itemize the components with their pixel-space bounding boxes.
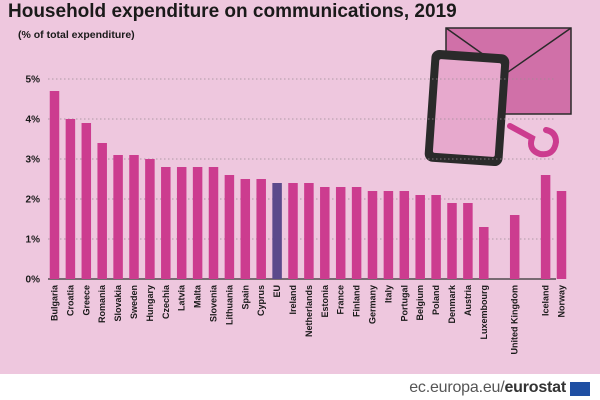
- eurostat-link[interactable]: ec.europa.eu/eurostat: [409, 379, 566, 397]
- bar-slovakia: [113, 155, 123, 279]
- x-tick-label: Cyprus: [256, 285, 266, 316]
- bar-lithuania: [224, 175, 235, 279]
- bar-bulgaria: [49, 91, 60, 279]
- bar-ireland: [288, 183, 298, 279]
- bar-denmark: [447, 203, 457, 279]
- bar-luxembourg: [479, 227, 489, 279]
- x-tick-label: Netherlands: [304, 285, 314, 337]
- y-tick-label: 2%: [26, 195, 41, 206]
- x-axis: Bulgaria Croatia Greece Romania Slovakia Swed…: [50, 284, 567, 354]
- footer: ec.europa.eu/eurostat: [0, 374, 600, 400]
- x-tick-label: Lithuania: [224, 284, 234, 325]
- bar-united-kingdom: [509, 215, 520, 279]
- x-tick-label: EU: [272, 285, 282, 298]
- x-tick-label: Luxembourg: [479, 285, 489, 340]
- x-tick-label: Spain: [240, 285, 250, 310]
- bar-greece: [81, 123, 92, 279]
- x-tick-label: Iceland: [541, 285, 551, 316]
- x-tick-label: Norway: [557, 285, 567, 318]
- x-tick-label: Poland: [431, 285, 441, 315]
- bar-austria: [463, 203, 473, 279]
- x-tick-label: Romania: [97, 284, 107, 323]
- bar-portugal: [399, 191, 410, 279]
- x-tick-label: Belgium: [415, 285, 425, 321]
- x-tick-label: Ireland: [288, 285, 298, 315]
- bar-croatia: [65, 119, 76, 279]
- x-tick-label: Sweden: [129, 285, 139, 319]
- x-tick-label: Italy: [383, 285, 393, 303]
- x-tick-label: Denmark: [447, 284, 457, 324]
- bar-sweden: [129, 155, 139, 279]
- x-tick-label: France: [336, 285, 346, 315]
- illustration: [424, 27, 572, 167]
- bar-malta: [192, 167, 203, 279]
- chart-subtitle: (% of total expenditure): [18, 29, 135, 41]
- y-tick-label: 5%: [26, 75, 41, 86]
- x-tick-label: Slovakia: [113, 284, 123, 322]
- bar-chart: 0% 1% 2% 3% 4% 5% Bulgaria Croatia Greece Romani…: [26, 27, 572, 355]
- post-horn-icon: [507, 123, 560, 158]
- bar-czechia: [161, 167, 171, 279]
- x-tick-label: United Kingdom: [510, 285, 520, 355]
- x-tick-label: Estonia: [320, 284, 330, 318]
- x-tick-label: Austria: [463, 284, 473, 316]
- bar-romania: [97, 143, 107, 279]
- x-tick-label: Croatia: [65, 284, 75, 316]
- x-tick-label: Slovenia: [209, 284, 219, 322]
- y-tick-label: 1%: [26, 235, 41, 246]
- bar-hungary: [145, 159, 155, 279]
- bar-germany: [367, 191, 378, 279]
- x-tick-label: Germany: [368, 285, 378, 324]
- y-axis: 0% 1% 2% 3% 4% 5%: [26, 75, 41, 286]
- bar-poland: [431, 195, 441, 279]
- bar-cyprus: [256, 179, 266, 279]
- eu-flag-icon: [570, 382, 590, 396]
- x-tick-label: Malta: [193, 284, 203, 308]
- bar-estonia: [320, 187, 330, 279]
- y-tick-label: 4%: [26, 115, 41, 126]
- y-tick-label: 0%: [26, 275, 41, 286]
- bars: [49, 91, 567, 279]
- x-tick-label: Finland: [352, 285, 362, 317]
- bar-finland: [351, 187, 362, 279]
- bar-italy: [383, 191, 394, 279]
- bar-norway: [556, 191, 567, 279]
- x-tick-label: Hungary: [145, 285, 155, 322]
- bar-slovenia: [208, 167, 219, 279]
- bar-iceland: [540, 175, 551, 279]
- brand-name: eurostat: [504, 379, 566, 396]
- tablet-icon: [424, 49, 510, 167]
- brand-prefix: ec.europa.eu/: [409, 379, 505, 396]
- x-tick-label: Portugal: [399, 285, 409, 322]
- x-tick-label: Latvia: [177, 284, 187, 311]
- x-tick-label: Greece: [81, 285, 91, 316]
- bar-netherlands: [304, 183, 314, 279]
- bar-spain: [240, 179, 251, 279]
- x-tick-label: Czechia: [161, 284, 171, 319]
- x-tick-label: Bulgaria: [50, 284, 60, 321]
- bar-france: [335, 187, 346, 279]
- chart-title: Household expenditure on communications,…: [8, 1, 457, 22]
- bar-eu: [272, 183, 282, 279]
- y-tick-label: 3%: [26, 155, 41, 166]
- bar-latvia: [176, 167, 187, 279]
- bar-belgium: [415, 195, 425, 279]
